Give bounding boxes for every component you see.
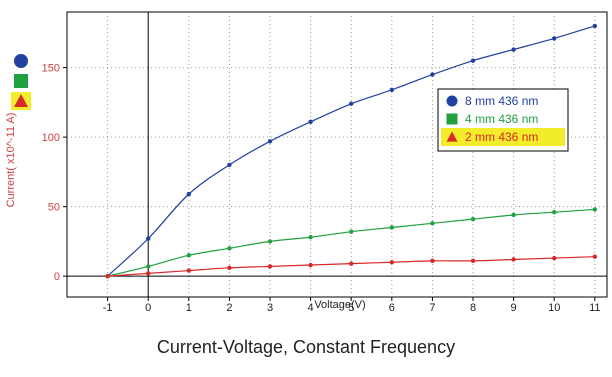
axis-layer [67, 12, 607, 297]
data-point [511, 257, 516, 262]
y-tick-label: 0 [54, 271, 60, 283]
x-tick-label: 2 [226, 302, 232, 314]
data-point [349, 229, 354, 234]
data-point [389, 87, 395, 93]
data-point [186, 268, 192, 273]
data-point [227, 162, 232, 168]
x-tick-label: 1 [186, 302, 192, 314]
series-icons [11, 54, 31, 110]
data-point [308, 262, 313, 268]
x-tick-label: 9 [511, 302, 517, 314]
series-layer [105, 23, 598, 279]
data-point [552, 209, 557, 215]
data-point [430, 72, 435, 77]
y-axis-label: Current( x10^-11 A) [5, 113, 17, 208]
triangle-marker-icon [14, 94, 28, 107]
data-point [389, 260, 395, 265]
data-point [592, 207, 598, 212]
data-point [470, 258, 476, 264]
data-point [146, 236, 151, 241]
square-marker-icon [14, 74, 28, 88]
y-tick-label: 150 [42, 63, 60, 75]
data-point [552, 255, 557, 261]
data-point [186, 191, 192, 197]
data-point [349, 261, 354, 266]
data-point [146, 271, 151, 276]
x-axis-label: Voltage(V) [314, 299, 365, 311]
data-point [389, 225, 395, 230]
x-tick-label: 4 [308, 302, 314, 314]
plot-area [66, 11, 608, 298]
data-point [267, 239, 273, 244]
x-tick-label: -1 [103, 302, 113, 314]
x-tick-label: 10 [548, 302, 560, 314]
data-point [227, 265, 232, 271]
data-point [430, 258, 435, 264]
data-point [146, 264, 151, 269]
data-point [592, 254, 598, 259]
x-tick-label: 6 [389, 302, 395, 314]
y-tick-label: 50 [48, 202, 60, 214]
data-point [511, 212, 516, 218]
data-point [511, 47, 516, 52]
legend-label: 2 mm 436 nm [465, 130, 538, 144]
triangle-marker-icon [446, 131, 458, 142]
y-tick-label: 100 [42, 132, 60, 144]
x-tick-label: 3 [267, 302, 273, 314]
chart-title: Current-Voltage, Constant Frequency [156, 337, 456, 357]
square-marker-icon [446, 113, 458, 125]
data-point [592, 23, 598, 29]
data-point [470, 58, 476, 63]
data-point [267, 139, 273, 144]
legend[interactable]: 8 mm 436 nm 4 mm 436 nm 2 mm 436 nm [437, 88, 569, 152]
data-point [186, 253, 192, 258]
circle-marker-icon [14, 54, 28, 68]
x-tick-label: 8 [470, 302, 476, 314]
data-point [227, 246, 232, 251]
data-point [349, 101, 354, 106]
x-tick-label: 7 [429, 302, 435, 314]
data-point [430, 221, 435, 226]
legend-label: 4 mm 436 nm [465, 112, 538, 126]
x-tick-label: 11 [589, 302, 600, 314]
circle-marker-icon [446, 95, 458, 107]
data-point [105, 273, 110, 279]
data-point [267, 264, 273, 269]
data-point [308, 119, 313, 125]
x-tick-label: 0 [145, 302, 151, 314]
legend-highlight [441, 128, 565, 146]
data-point [470, 216, 476, 222]
data-point [552, 36, 557, 41]
data-point [308, 235, 313, 240]
x-tick-label: 5 [348, 302, 354, 314]
tick-layer: -1 0 1 2 3 4 5 6 7 8 9 10 11 0 50 100 150 [42, 63, 601, 314]
legend-label: 8 mm 436 nm [465, 94, 538, 108]
